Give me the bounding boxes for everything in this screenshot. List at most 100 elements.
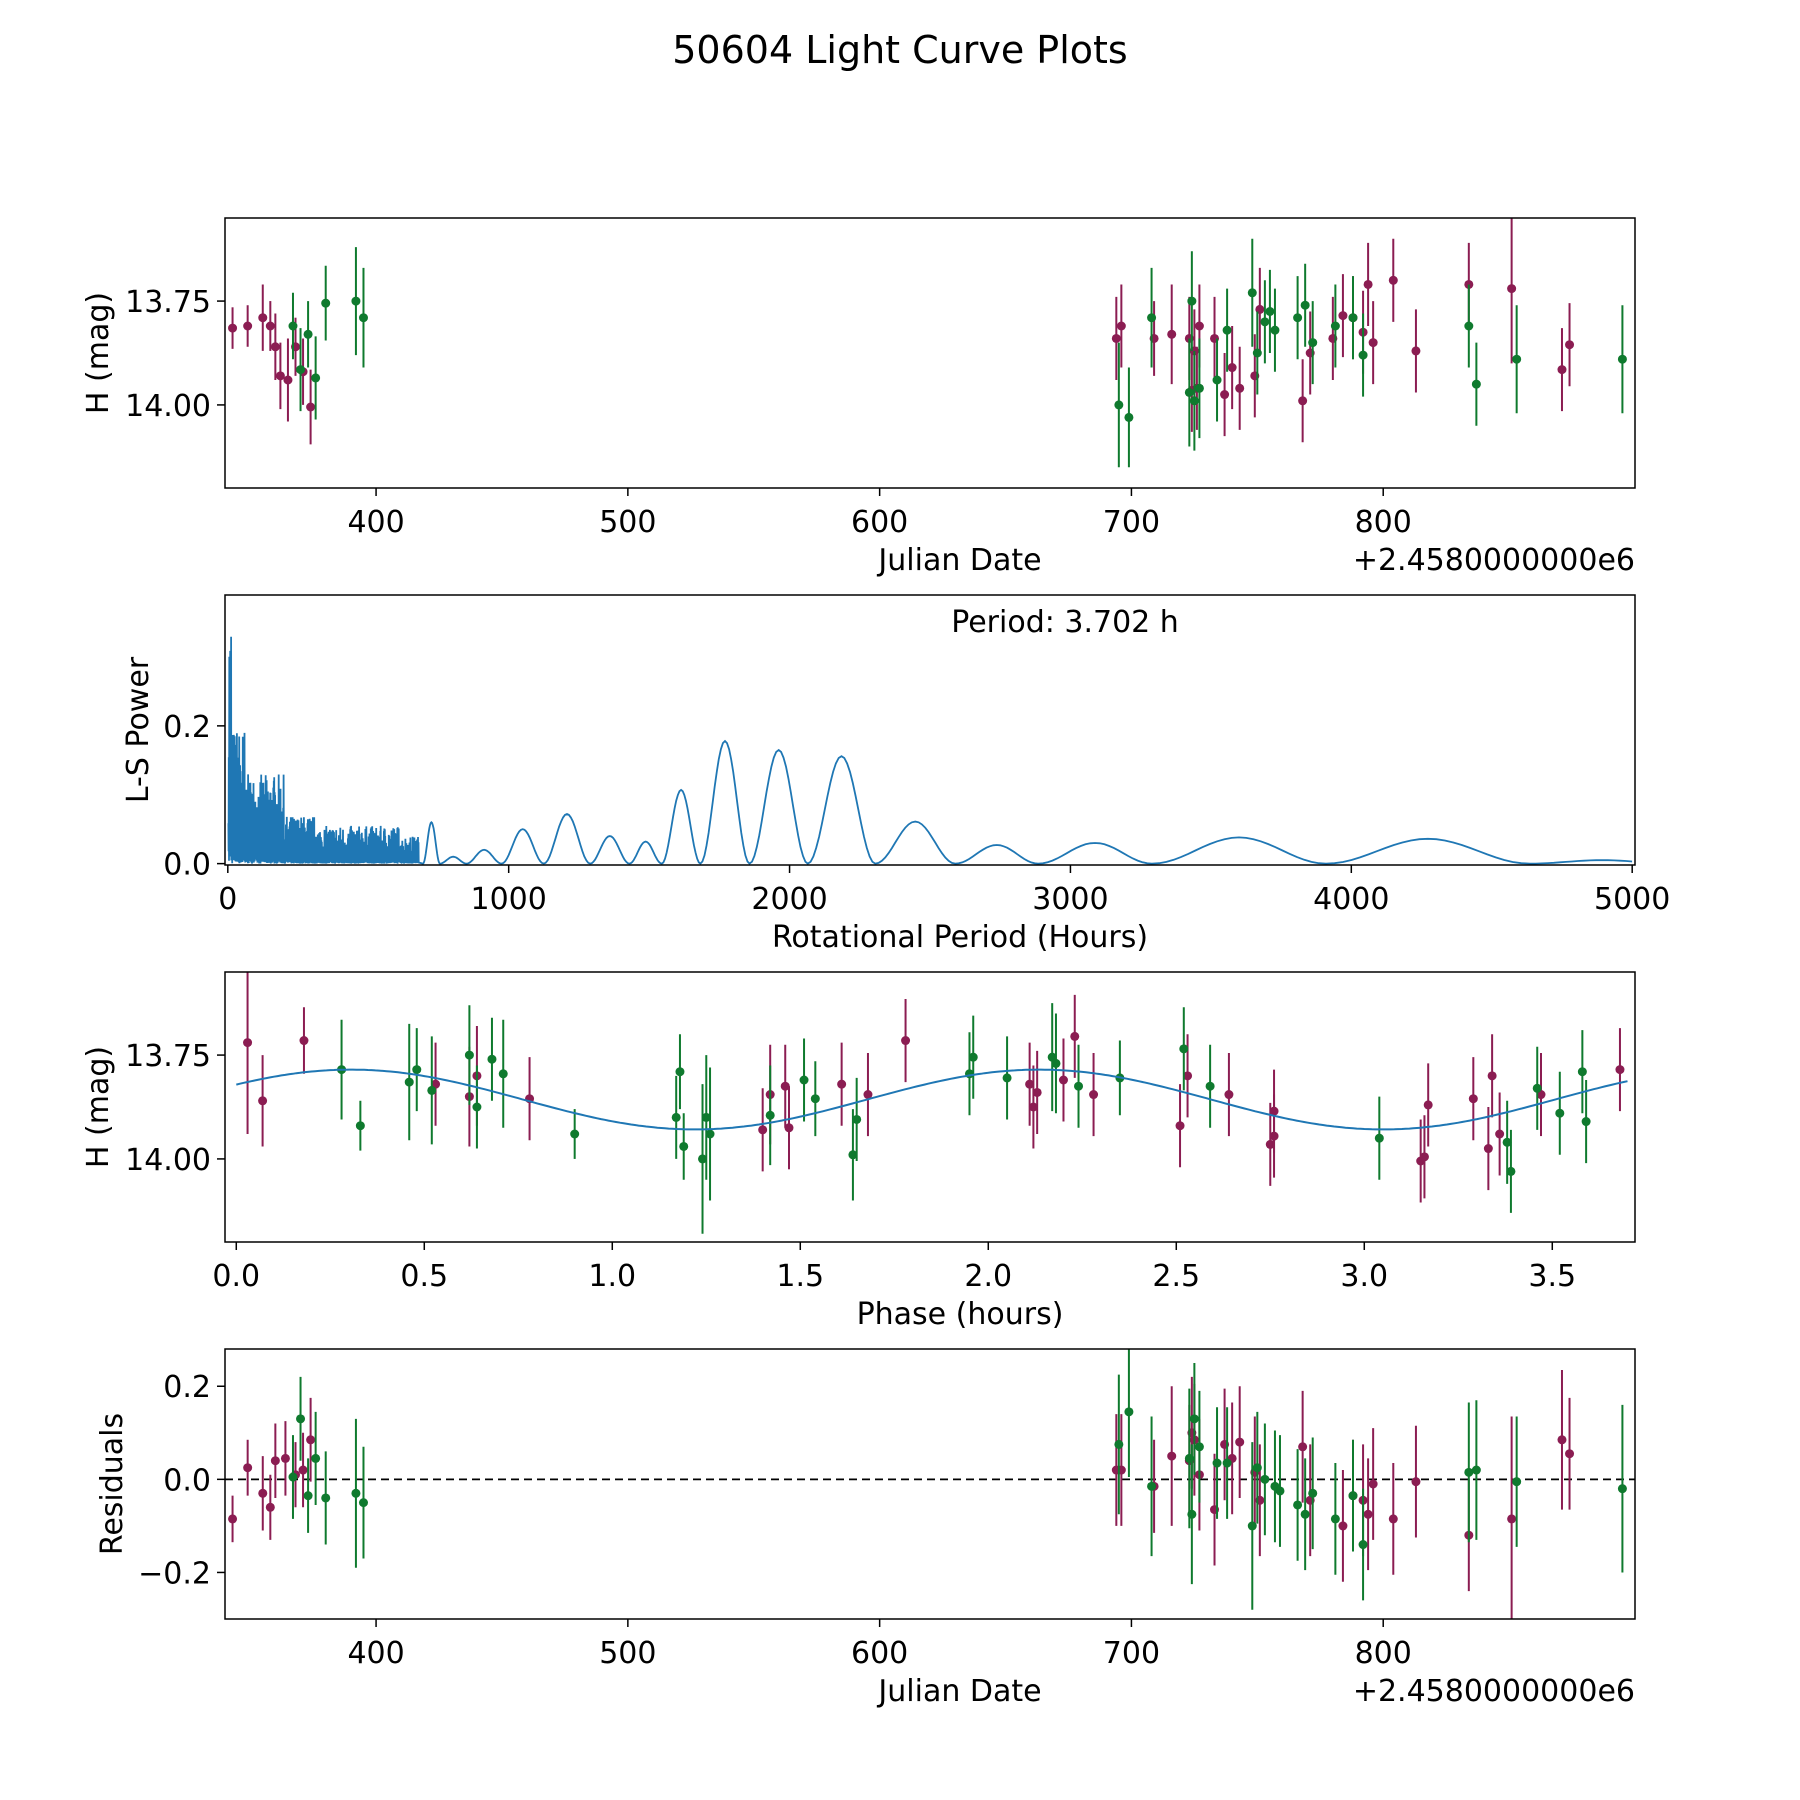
lightcurve-point-green <box>1265 306 1275 316</box>
phased-point-green <box>810 1094 820 1104</box>
residuals-point-green <box>1358 1540 1368 1550</box>
residuals-point-green <box>1147 1481 1157 1491</box>
residuals-point-maroon <box>306 1435 316 1445</box>
phased-point-green <box>1374 1133 1384 1143</box>
residuals-point-green <box>1189 1414 1199 1424</box>
phased-point-maroon <box>1070 1031 1080 1041</box>
phased-xtick-label: 0.0 <box>212 1259 260 1294</box>
residuals-point-maroon <box>1507 1514 1517 1524</box>
phased-point-green <box>701 1112 711 1122</box>
lightcurve-point-green <box>1512 354 1522 364</box>
phased-point-green <box>698 1154 708 1164</box>
residuals-point-maroon <box>1388 1514 1398 1524</box>
phased-point-green <box>675 1067 685 1077</box>
periodogram-panel: Period: 3.702 h 0 1000 2000 3000 4000 5000 0.0 0… <box>121 594 1670 955</box>
lightcurve-point-maroon <box>270 342 280 352</box>
residuals-point-green <box>1300 1509 1310 1519</box>
residuals-point-green <box>1124 1407 1134 1417</box>
lightcurve-point-green <box>1358 350 1368 360</box>
phased-point-green <box>355 1121 365 1131</box>
lightcurve-point-maroon <box>1565 340 1575 350</box>
lightcurve-point-green <box>1187 296 1197 306</box>
phased-point-maroon <box>1058 1075 1068 1085</box>
residuals-point-maroon <box>228 1514 238 1524</box>
periodogram-xlabel: Rotational Period (Hours) <box>772 920 1148 955</box>
phased-point-green <box>570 1129 580 1139</box>
phased-point-green <box>1205 1081 1215 1091</box>
lightcurve-xtick-label: 500 <box>599 505 656 540</box>
lightcurve-xtick-label: 800 <box>1355 505 1412 540</box>
residuals-point-green <box>1194 1442 1204 1452</box>
phased-point-maroon <box>1615 1065 1625 1075</box>
phased-point-green <box>487 1054 497 1064</box>
phased-point-green <box>1002 1073 1012 1083</box>
residuals-point-green <box>351 1488 361 1498</box>
periodogram-ytick-label: 0.2 <box>163 710 211 745</box>
lightcurve-xtick-label: 600 <box>851 505 908 540</box>
phased-point-green <box>799 1075 809 1085</box>
phased-point-green <box>427 1085 437 1095</box>
lightcurve-point-maroon <box>258 313 268 323</box>
lightcurve-point-maroon <box>1507 284 1517 294</box>
phased-xtick-label: 1.5 <box>776 1259 824 1294</box>
residuals-point-maroon <box>1235 1437 1245 1447</box>
lightcurve-point-green <box>1212 375 1222 385</box>
residuals-point-green <box>1293 1500 1303 1510</box>
phased-model-curve <box>236 1068 1628 1131</box>
lightcurve-point-green <box>1330 321 1340 331</box>
residuals-point-maroon <box>1298 1442 1308 1452</box>
lightcurve-point-green <box>303 329 313 339</box>
phased-point-maroon <box>1032 1087 1042 1097</box>
phased-point-green <box>765 1110 775 1120</box>
residuals-xlabel: Julian Date <box>876 1674 1041 1709</box>
phased-point-maroon <box>1269 1131 1279 1141</box>
phased-panel: 0.0 0.5 1.0 1.5 2.0 2.5 3.0 3.5 13.75 14.00 Phase … <box>81 971 1636 1332</box>
lightcurve-point-maroon <box>228 323 238 333</box>
residuals-xtick-label: 400 <box>347 1636 404 1671</box>
lightcurve-point-maroon <box>283 375 293 385</box>
lightcurve-point-green <box>296 365 306 375</box>
phased-xtick-label: 1.0 <box>588 1259 636 1294</box>
periodogram-xtick-label: 3000 <box>1032 882 1108 917</box>
phased-point-green <box>1506 1166 1516 1176</box>
lightcurve-point-green <box>1260 317 1270 327</box>
phased-xtick-label: 2.0 <box>964 1259 1012 1294</box>
phased-point-green <box>968 1052 978 1062</box>
periodogram-ylabel: L-S Power <box>121 656 156 803</box>
phased-point-maroon <box>1495 1129 1505 1139</box>
phased-ylabel: H (mag) <box>81 1046 116 1168</box>
lightcurve-point-green <box>1222 325 1232 335</box>
residuals-point-green <box>321 1493 331 1503</box>
phased-point-maroon <box>901 1036 911 1046</box>
periodogram-frame <box>224 594 1636 866</box>
phased-point-maroon <box>1265 1139 1275 1149</box>
phased-point-maroon <box>243 1038 253 1048</box>
phased-point-green <box>472 1102 482 1112</box>
residuals-point-green <box>1330 1514 1340 1524</box>
residuals-point-green <box>1114 1439 1124 1449</box>
residuals-point-green <box>1260 1474 1270 1484</box>
residuals-point-maroon <box>298 1465 308 1475</box>
residuals-point-green <box>1512 1477 1522 1487</box>
lightcurve-point-maroon <box>1338 311 1348 321</box>
residuals-point-green <box>358 1498 368 1508</box>
residuals-point-green <box>1247 1521 1257 1531</box>
phased-point-maroon <box>1175 1121 1185 1131</box>
residuals-data-layer <box>228 1349 1627 1619</box>
residuals-point-green <box>1275 1486 1285 1496</box>
residuals-point-green <box>1222 1458 1232 1468</box>
phased-point-maroon <box>1423 1100 1433 1110</box>
phased-point-maroon <box>1224 1090 1234 1100</box>
phased-data-layer <box>236 972 1628 1234</box>
lightcurve-ytick-label: 13.75 <box>125 285 211 320</box>
lightcurve-point-green <box>1308 338 1318 348</box>
residuals-point-green <box>1212 1458 1222 1468</box>
phased-point-maroon <box>784 1123 794 1133</box>
residuals-xtick-label: 800 <box>1355 1636 1412 1671</box>
residuals-point-green <box>1187 1509 1197 1519</box>
lightcurve-point-maroon <box>1116 321 1126 331</box>
residuals-point-green <box>1617 1484 1627 1494</box>
residuals-point-green <box>1464 1467 1474 1477</box>
lightcurve-point-green <box>351 296 361 306</box>
lightcurve-point-green <box>1189 396 1199 406</box>
